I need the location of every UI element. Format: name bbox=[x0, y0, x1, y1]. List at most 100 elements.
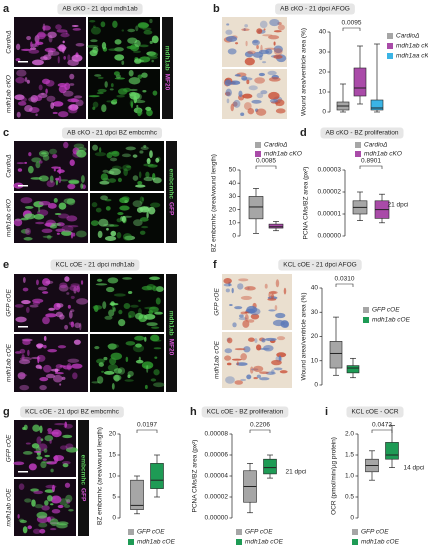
tissue-signal bbox=[59, 179, 69, 182]
tissue-signal bbox=[17, 168, 23, 172]
tissue-signal bbox=[99, 180, 110, 185]
y-axis-label: Wound area/ventricle area (%) bbox=[301, 292, 308, 380]
panel-title: AB cKO - BZ proliferation bbox=[326, 130, 399, 137]
tissue-signal bbox=[225, 88, 232, 97]
tissue-signal bbox=[68, 321, 74, 326]
tissue-signal bbox=[35, 161, 41, 169]
tissue-signal bbox=[19, 519, 27, 524]
tissue-signal bbox=[244, 286, 256, 291]
tissue-signal bbox=[141, 72, 148, 78]
tissue-signal bbox=[100, 195, 108, 201]
tissue-signal bbox=[123, 303, 131, 309]
tissue-signal bbox=[139, 56, 151, 63]
panel-title: KCL cOE - 21 dpci mdh1ab bbox=[56, 262, 135, 269]
tissue-signal bbox=[255, 344, 262, 351]
tissue-signal bbox=[24, 213, 36, 220]
tissue-signal bbox=[223, 283, 232, 287]
tissue-signal bbox=[247, 50, 256, 55]
tissue-signal bbox=[14, 351, 22, 354]
tissue-signal bbox=[66, 499, 71, 504]
y-tick-label: 40 bbox=[319, 29, 327, 36]
y-tick-label: 0 bbox=[232, 233, 236, 240]
tissue-signal bbox=[105, 286, 115, 293]
tissue-signal bbox=[134, 100, 146, 104]
tissue-signal bbox=[250, 366, 254, 374]
box bbox=[263, 458, 277, 475]
tissue-signal bbox=[142, 27, 152, 31]
tissue-signal bbox=[55, 24, 62, 30]
tissue-signal bbox=[242, 93, 253, 99]
tissue-signal bbox=[225, 288, 230, 293]
tissue-signal bbox=[22, 276, 26, 284]
tissue-signal bbox=[275, 108, 286, 114]
tissue-signal bbox=[18, 483, 25, 491]
tissue-signal bbox=[143, 176, 154, 182]
tissue-signal bbox=[54, 212, 62, 216]
tissue-signal bbox=[68, 179, 80, 184]
tissue-signal bbox=[138, 299, 141, 302]
p-value: 0.8901 bbox=[361, 158, 381, 165]
y-axis-label: BZ embcmhc (area/wound length) bbox=[211, 154, 218, 252]
tissue-signal bbox=[42, 316, 50, 325]
tissue-signal bbox=[235, 42, 239, 45]
tissue-signal bbox=[225, 376, 235, 384]
tissue-signal bbox=[54, 371, 64, 375]
y-tick-label: 20 bbox=[319, 69, 327, 76]
tissue-signal bbox=[29, 47, 37, 50]
legend-label: mdh1ab cOE bbox=[372, 317, 411, 324]
y-tick-label: 0.00000 bbox=[205, 515, 229, 522]
tissue-signal bbox=[68, 108, 78, 114]
tissue-signal bbox=[21, 354, 25, 360]
box bbox=[346, 365, 360, 374]
tissue-signal bbox=[49, 148, 58, 155]
tissue-signal bbox=[62, 40, 65, 44]
y-tick-label: 0.00008 bbox=[205, 431, 229, 438]
tissue-signal bbox=[237, 283, 244, 290]
tissue-signal bbox=[111, 305, 115, 312]
channel-name: MF20 bbox=[164, 74, 171, 91]
tissue-signal bbox=[49, 439, 52, 444]
tissue-signal bbox=[104, 315, 113, 320]
tissue-signal bbox=[22, 287, 29, 292]
tissue-signal bbox=[92, 106, 96, 111]
y-tick-label: 20 bbox=[311, 333, 319, 340]
channel-label: embcmhc GFP bbox=[168, 169, 175, 216]
y-tick-label: 20 bbox=[229, 206, 237, 213]
tissue-signal bbox=[67, 225, 79, 228]
title-box bbox=[62, 127, 162, 139]
panel-letter: b bbox=[213, 3, 220, 15]
channel-label: mdh1ab MF20 bbox=[168, 311, 175, 356]
tissue-signal bbox=[135, 343, 142, 348]
tissue-signal bbox=[46, 461, 57, 465]
tissue-signal bbox=[43, 335, 47, 342]
tissue-signal bbox=[36, 436, 42, 445]
tissue-signal bbox=[273, 54, 283, 59]
tissue-signal bbox=[90, 220, 99, 227]
legend-label: CardioΔ bbox=[364, 142, 388, 149]
tissue-signal bbox=[76, 285, 81, 293]
tissue-signal bbox=[240, 353, 247, 361]
tissue-signal bbox=[139, 230, 146, 235]
tissue-signal bbox=[79, 322, 82, 331]
y-tick-label: 0 bbox=[350, 515, 354, 522]
tissue-signal bbox=[98, 218, 109, 227]
tissue-signal bbox=[14, 304, 24, 308]
tissue-signal bbox=[137, 74, 143, 79]
tissue-signal bbox=[127, 374, 131, 379]
legend-label: mdh1aa cKO bbox=[396, 53, 428, 60]
y-axis-label: BZ embcmhc (area/wound length) bbox=[97, 427, 104, 525]
row-label: GFP cOE bbox=[214, 288, 221, 316]
tissue-signal bbox=[247, 319, 255, 323]
tissue-signal bbox=[240, 378, 247, 382]
tissue-signal bbox=[129, 99, 134, 107]
tissue-signal bbox=[51, 222, 61, 226]
tissue-signal bbox=[229, 303, 233, 307]
y-tick-label: 10 bbox=[311, 357, 319, 364]
tissue-signal bbox=[153, 369, 160, 376]
tissue-signal bbox=[128, 69, 134, 77]
box bbox=[248, 196, 264, 220]
tissue-signal bbox=[57, 504, 64, 509]
tissue-signal bbox=[230, 103, 234, 112]
legend-label: CardioΔ bbox=[264, 142, 288, 149]
tissue-signal bbox=[44, 454, 50, 458]
